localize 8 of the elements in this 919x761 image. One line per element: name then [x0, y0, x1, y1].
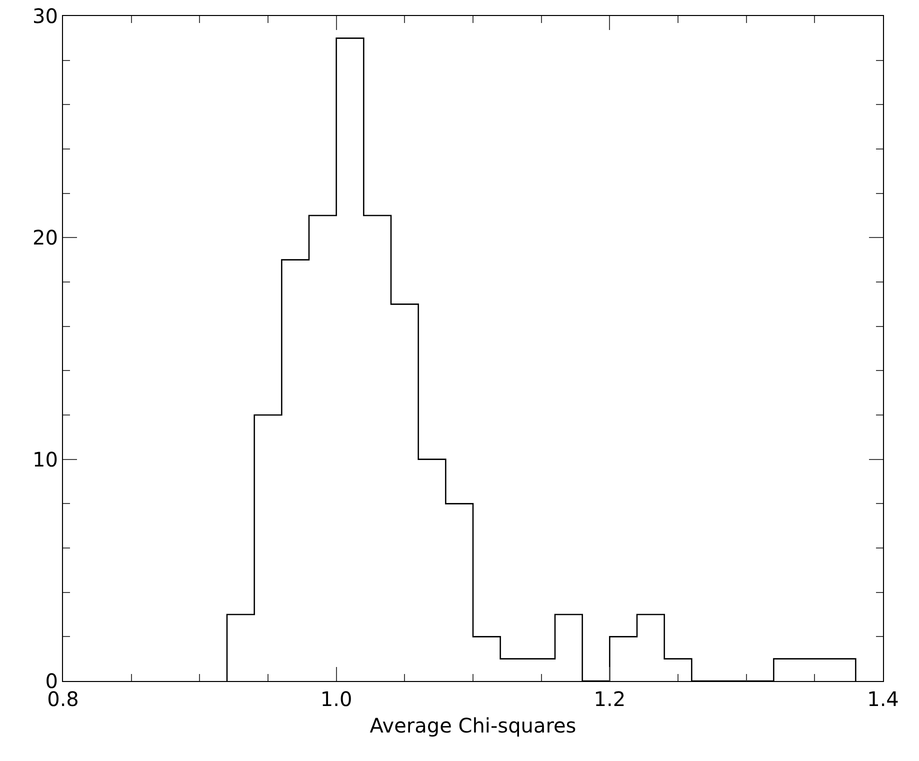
x-tick-label: 1.2 [594, 687, 626, 711]
y-tick-label: 30 [32, 4, 58, 28]
x-axis-title: Average Chi-squares [370, 714, 576, 738]
x-tick-label: 0.8 [47, 687, 79, 711]
x-tick-label: 1.0 [320, 687, 352, 711]
y-tick-label: 10 [32, 447, 58, 472]
y-tick-label: 20 [32, 226, 58, 250]
x-tick-label: 1.4 [867, 687, 899, 711]
